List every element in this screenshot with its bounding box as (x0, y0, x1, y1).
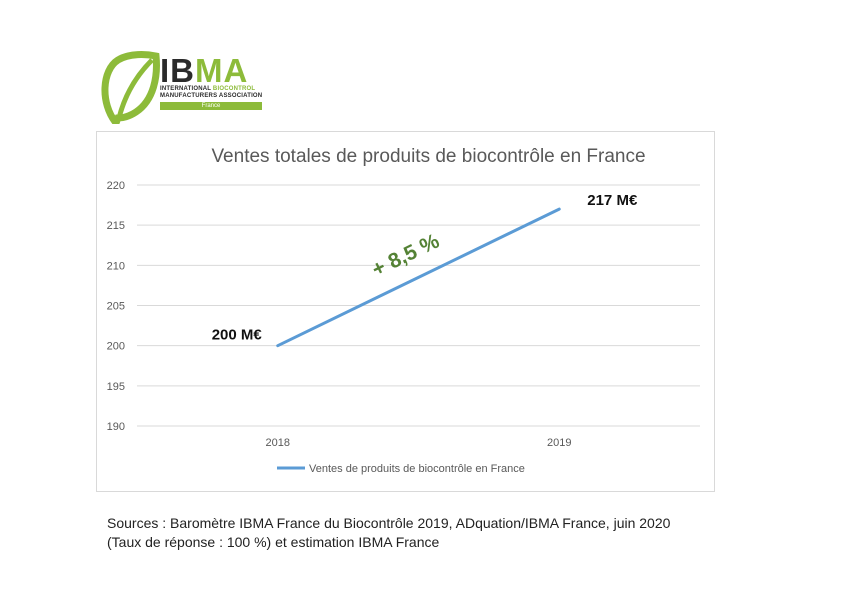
x-tick-label: 2018 (266, 437, 290, 449)
sources-line-1: Sources : Baromètre IBMA France du Bioco… (107, 515, 671, 531)
y-tick-label: 195 (107, 381, 125, 393)
data-label: 217 M€ (587, 192, 638, 209)
sources-note: Sources : Baromètre IBMA France du Bioco… (107, 514, 670, 552)
y-tick-label: 215 (107, 220, 125, 232)
x-tick-label: 2019 (547, 437, 571, 449)
y-tick-label: 200 (107, 341, 125, 353)
logo-subtitle-1: INTERNATIONAL BIOCONTROL (160, 86, 256, 92)
leaf-icon (101, 51, 160, 124)
legend-label: Ventes de produits de biocontrôle en Fra… (309, 463, 525, 475)
series-line (276, 207, 561, 348)
y-tick-label: 205 (107, 301, 125, 313)
logo-title: IBMA (160, 52, 249, 89)
logo-subtitle-2: MANUFACTURERS ASSOCIATION (160, 93, 263, 99)
leaf-vein (116, 58, 154, 119)
y-tick-label: 210 (107, 260, 125, 272)
logo-text: IBMA INTERNATIONAL BIOCONTROL MANUFACTUR… (160, 52, 263, 110)
sources-line-2: (Taux de réponse : 100 %) et estimation … (107, 534, 440, 550)
chart-container: Ventes totales de produits de biocontrôl… (96, 131, 715, 492)
data-label: 200 M€ (212, 327, 263, 344)
line-chart: Ventes totales de produits de biocontrôl… (107, 146, 700, 475)
ibma-logo (101, 51, 160, 124)
logo-country-bar: France (160, 102, 262, 110)
chart-title: Ventes totales de produits de biocontrôl… (211, 146, 645, 167)
y-tick-label: 190 (107, 421, 125, 433)
y-tick-label: 220 (107, 180, 125, 192)
growth-annotation: + 8,5 % (368, 229, 443, 281)
